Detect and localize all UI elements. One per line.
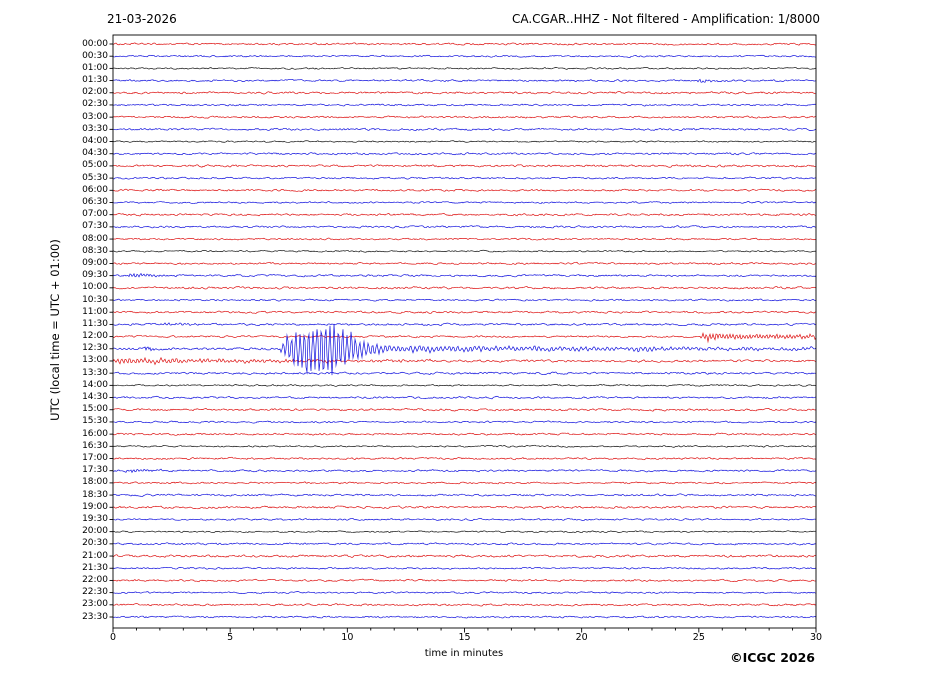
row-label: 17:00 xyxy=(82,453,108,463)
row-label: 18:00 xyxy=(82,477,108,488)
row-label: 00:30 xyxy=(82,50,108,61)
x-tick-label: 20 xyxy=(575,632,588,643)
date-title: 21-03-2026 xyxy=(107,12,177,26)
row-label: 05:00 xyxy=(82,160,108,171)
x-axis-title: time in minutes xyxy=(424,648,504,659)
row-label: 22:00 xyxy=(82,574,108,585)
row-label: 08:30 xyxy=(82,245,108,256)
row-label: 23:00 xyxy=(82,599,108,610)
row-label: 17:30 xyxy=(82,465,108,476)
row-label: 16:30 xyxy=(82,440,108,451)
row-label: 11:30 xyxy=(82,318,108,329)
row-label: 01:30 xyxy=(82,75,108,86)
row-label: 07:00 xyxy=(82,209,108,220)
row-label: 00:00 xyxy=(82,38,108,49)
row-label: 06:30 xyxy=(82,196,108,207)
row-label: 14:30 xyxy=(82,392,108,403)
row-label: 20:30 xyxy=(82,538,108,549)
row-label: 16:00 xyxy=(82,428,108,439)
x-tick-label: 0 xyxy=(109,632,117,643)
row-label: 04:00 xyxy=(82,136,108,147)
row-label: 13:30 xyxy=(82,367,108,378)
x-tick-label: 10 xyxy=(341,632,354,643)
station-title: CA.CGAR..HHZ - Not filtered - Amplificat… xyxy=(511,12,820,26)
row-label: 18:30 xyxy=(82,489,108,500)
x-tick-label: 15 xyxy=(458,632,471,643)
copyright: ©ICGC 2026 xyxy=(730,650,815,665)
row-label: 07:30 xyxy=(82,221,108,232)
row-label: 04:30 xyxy=(82,148,108,159)
row-label: 20:00 xyxy=(82,526,108,537)
row-labels: 00:00 00:30 01:00 01:30 02:00 02:30 03:00 03:30… xyxy=(0,0,108,696)
x-tick-label: 5 xyxy=(227,632,234,643)
row-label: 12:30 xyxy=(82,343,108,354)
row-label: 19:00 xyxy=(82,501,108,512)
row-label: 21:00 xyxy=(82,550,108,561)
row-label: 21:30 xyxy=(82,562,108,573)
row-label: 14:00 xyxy=(82,379,108,390)
row-label: 08:00 xyxy=(82,233,108,244)
row-label: 05:30 xyxy=(82,172,108,183)
x-tick-label: 30 xyxy=(809,632,823,643)
x-tick-label: 25 xyxy=(692,632,705,643)
row-label: 03:30 xyxy=(82,123,108,134)
row-label: 15:30 xyxy=(82,416,108,427)
row-label: 13:00 xyxy=(82,355,108,366)
row-label: 01:00 xyxy=(82,62,108,73)
row-label: 06:00 xyxy=(82,184,108,195)
row-label: 15:00 xyxy=(82,404,108,415)
row-label: 10:00 xyxy=(82,282,108,293)
row-label: 02:00 xyxy=(82,87,108,98)
row-label: 10:30 xyxy=(82,294,108,305)
row-label: 09:30 xyxy=(82,270,108,281)
row-label: 11:00 xyxy=(82,306,108,317)
row-label: 09:00 xyxy=(82,257,108,268)
row-label: 19:30 xyxy=(82,513,108,524)
row-label: 22:30 xyxy=(82,587,108,598)
row-label: 23:30 xyxy=(82,611,108,622)
row-label: 12:00 xyxy=(82,331,108,342)
row-label: 02:30 xyxy=(82,99,108,110)
row-label: 03:00 xyxy=(82,111,108,122)
